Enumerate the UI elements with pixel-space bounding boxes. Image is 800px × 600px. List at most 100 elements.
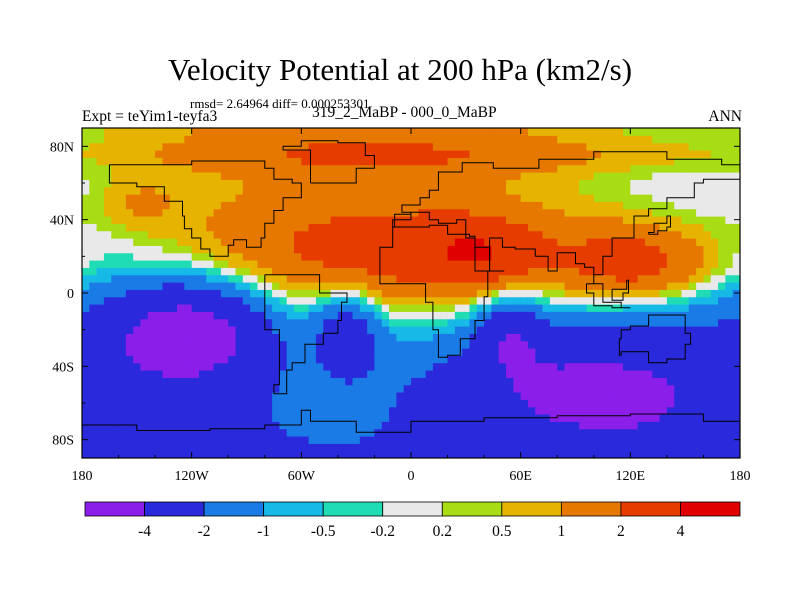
field-cell (513, 142, 522, 151)
field-cell (644, 252, 653, 261)
field-cell (228, 186, 237, 195)
field-cell (506, 245, 514, 254)
field-cell (527, 311, 536, 320)
field-cell (352, 260, 361, 268)
field-cell (228, 450, 237, 458)
field-cell (469, 362, 478, 371)
field-cell (615, 450, 624, 458)
field-cell (506, 252, 514, 261)
field-cell (491, 289, 500, 298)
field-cell (652, 245, 661, 254)
field-cell (637, 289, 646, 298)
field-cell (396, 289, 405, 298)
field-cell (652, 296, 661, 305)
field-cell (184, 172, 193, 180)
field-cell (403, 318, 412, 327)
field-cell (272, 252, 280, 261)
field-cell (381, 201, 390, 210)
field-cell (118, 326, 127, 334)
field-cell (418, 421, 427, 430)
field-cell (418, 436, 427, 444)
field-cell (542, 355, 551, 364)
field-cell (542, 421, 551, 430)
field-cell (308, 296, 317, 305)
field-cell (637, 399, 646, 408)
field-cell (440, 223, 449, 232)
field-cell (498, 296, 507, 305)
field-cell (571, 377, 580, 386)
field-cell (674, 179, 683, 188)
field-cell (111, 443, 120, 452)
field-cell (191, 414, 200, 422)
field-cell (191, 296, 200, 305)
field-cell (111, 326, 120, 334)
field-cell (418, 414, 427, 422)
field-cell (147, 399, 156, 408)
field-cell (476, 355, 485, 364)
field-cell (220, 450, 229, 458)
field-cell (235, 428, 244, 437)
field-cell (630, 260, 639, 268)
field-cell (630, 142, 639, 151)
field-cell (564, 384, 573, 393)
field-cell (440, 135, 449, 144)
field-cell (681, 414, 690, 422)
field-cell (206, 274, 215, 283)
field-cell (184, 326, 193, 334)
field-cell (469, 377, 478, 386)
field-cell (301, 150, 310, 158)
field-cell (264, 318, 273, 327)
field-cell (301, 157, 310, 166)
field-cell (710, 157, 719, 166)
field-cell (82, 274, 90, 283)
field-cell (294, 436, 302, 444)
field-cell (484, 260, 493, 268)
field-cell (118, 245, 127, 254)
field-cell (323, 142, 332, 151)
field-cell (601, 399, 609, 408)
field-cell (323, 252, 332, 261)
field-cell (279, 414, 288, 422)
field-cell (469, 194, 478, 202)
field-cell (228, 150, 237, 158)
field-cell (718, 201, 726, 210)
field-cell (235, 282, 244, 290)
field-cell (367, 443, 376, 452)
field-cell (579, 318, 588, 327)
field-cell (527, 443, 536, 452)
field-cell (718, 304, 726, 312)
field-cell (557, 230, 566, 239)
field-cell (301, 362, 310, 371)
field-cell (323, 450, 332, 458)
field-cell (681, 157, 690, 166)
field-cell (381, 245, 390, 254)
field-cell (462, 186, 471, 195)
field-cell (213, 384, 222, 393)
field-cell (652, 128, 661, 136)
field-cell (315, 443, 324, 452)
field-cell (220, 443, 229, 452)
field-cell (147, 318, 156, 327)
field-cell (608, 370, 617, 378)
field-cell (608, 282, 617, 290)
field-cell (696, 267, 705, 276)
field-cell (235, 230, 244, 239)
field-cell (674, 318, 683, 327)
field-cell (623, 333, 631, 342)
field-cell (301, 384, 310, 393)
field-cell (250, 436, 259, 444)
field-cell (191, 450, 200, 458)
field-cell (586, 238, 595, 246)
field-cell (659, 318, 668, 327)
field-cell (228, 414, 237, 422)
field-cell (718, 384, 726, 393)
field-cell (381, 157, 390, 166)
field-cell (425, 296, 434, 305)
field-cell (396, 267, 405, 276)
field-cell (579, 362, 588, 371)
field-cell (623, 186, 631, 195)
field-cell (125, 274, 134, 283)
field-cell (579, 296, 588, 305)
field-cell (82, 370, 90, 378)
field-cell (476, 362, 485, 371)
